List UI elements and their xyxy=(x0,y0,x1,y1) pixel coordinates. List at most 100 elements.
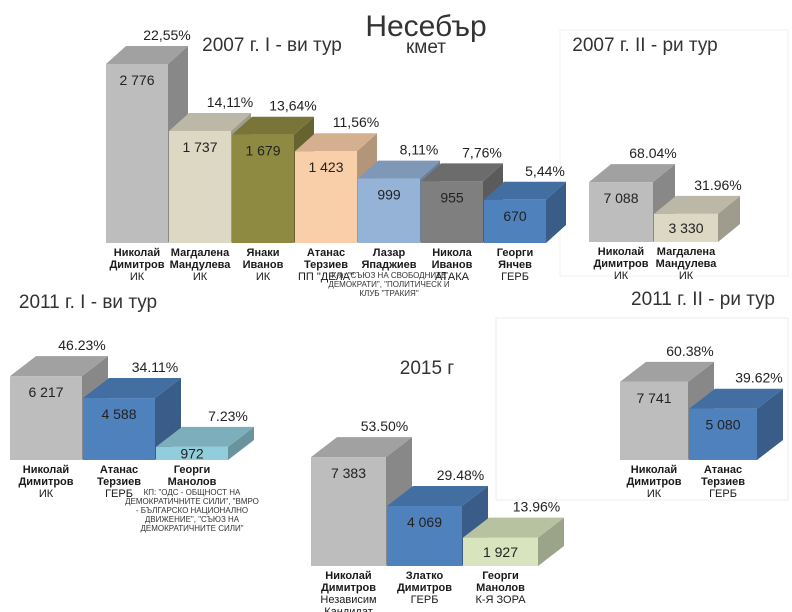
bar-value-label: 972 xyxy=(180,445,204,461)
party-note-label: ДВИЖЕНИЕ", "СЪЮЗ НА xyxy=(145,515,240,524)
bar-top xyxy=(689,388,783,409)
party-label: ИК xyxy=(130,271,145,283)
bar-percent-label: 14,11% xyxy=(207,94,253,110)
party-label: ПП "ДЕЛА" xyxy=(298,271,354,283)
bar-value-label: 5 080 xyxy=(705,417,740,433)
bar xyxy=(358,178,420,243)
bar-top xyxy=(106,45,188,64)
chart-title: 2007 г. I - ви тур xyxy=(202,35,342,56)
bar-value-label: 955 xyxy=(440,189,464,205)
category-label: Георги xyxy=(497,247,534,259)
bar-side xyxy=(718,195,740,242)
category-label: Димитров xyxy=(593,258,648,270)
bar-value-label: 2 776 xyxy=(119,72,154,88)
bar xyxy=(311,457,386,566)
category-label: Янаки xyxy=(247,247,280,259)
bar-top xyxy=(387,485,488,506)
bar xyxy=(484,199,546,243)
category-label: Иванов xyxy=(243,259,284,271)
category-label: Лазар xyxy=(373,247,406,259)
bar-percent-label: 8,11% xyxy=(400,142,439,158)
charts-layer: 2007 г. I - ви тур 2 77622,55%НиколайДими… xyxy=(10,27,783,612)
party-label: Кандидат xyxy=(324,606,373,612)
chart-title: 2011 г. II - ри тур xyxy=(631,289,775,310)
panel-frame-2011-round2 xyxy=(495,317,789,501)
bar-side xyxy=(538,517,564,566)
bar-percent-label: 29.48% xyxy=(437,467,484,483)
bar-top xyxy=(620,361,714,382)
category-label: Атанас xyxy=(307,247,345,259)
bar-top xyxy=(10,356,108,377)
bar xyxy=(156,446,228,460)
bar-top xyxy=(156,426,254,447)
bar-percent-label: 68.04% xyxy=(629,145,676,161)
party-label: ИК xyxy=(256,271,271,283)
bar-value-label: 4 069 xyxy=(407,514,442,530)
category-label: Манолов xyxy=(168,476,217,488)
category-label: Николай xyxy=(631,464,677,476)
bar xyxy=(421,181,483,243)
party-note-label: ДЕМОКРАТИЧНИТЕ СИЛИ" xyxy=(140,524,243,533)
bar-value-label: 4 588 xyxy=(101,406,136,422)
category-label: Николай xyxy=(598,246,644,258)
party-label: ИК xyxy=(679,270,694,282)
category-label: Златко xyxy=(406,570,444,582)
bar-value-label: 1 423 xyxy=(308,159,343,175)
bar-percent-label: 39.62% xyxy=(735,370,782,386)
bar-value-label: 670 xyxy=(503,208,527,224)
party-label: ИК xyxy=(647,488,662,500)
bar-percent-label: 46.23% xyxy=(58,337,105,353)
bar-percent-label: 13.96% xyxy=(513,499,560,515)
bar-value-label: 6 217 xyxy=(28,384,63,400)
party-label: ИК xyxy=(193,271,208,283)
party-label: К-Я ЗОРА xyxy=(475,594,526,606)
bar-percent-label: 53.50% xyxy=(361,418,408,434)
chart-c2015: 2015 г7 38353.50%НиколайДимитровНезависи… xyxy=(311,358,564,612)
bar-value-label: 1 927 xyxy=(483,544,518,560)
category-label: Магдалена xyxy=(171,247,230,259)
party-label: ИК xyxy=(614,270,629,282)
bar-value-label: 7 741 xyxy=(636,390,671,406)
party-label: ИК xyxy=(39,488,54,500)
bar-percent-label: 11,56% xyxy=(333,114,379,130)
bar-percent-label: 60.38% xyxy=(666,343,713,359)
category-label: Георги xyxy=(174,464,211,476)
party-note-label: К-я: "СЪЮЗ НА СВОБОДНИТЕ xyxy=(332,271,447,280)
bar-top xyxy=(463,517,564,538)
bar xyxy=(589,182,653,242)
party-note-label: КП: "ОДС - ОБЩНОСТ НА xyxy=(144,488,241,497)
category-label: Янчев xyxy=(498,259,532,271)
bar xyxy=(106,63,168,244)
bar xyxy=(295,151,357,243)
chart-c2011r1: 2011 г. I - ви тур 6 217 46.23% НиколайДими… xyxy=(10,292,259,533)
category-label: Никола xyxy=(432,247,472,259)
main-subtitle: кмет xyxy=(406,37,446,58)
panel-frames xyxy=(495,29,789,501)
category-label: Георги xyxy=(482,570,519,582)
bar-top xyxy=(589,164,675,183)
bar-top xyxy=(311,437,412,458)
party-label: ГЕРБ xyxy=(411,594,439,606)
party-note-label: КЛУБ "ТРАКИЯ" xyxy=(359,289,419,298)
bar-percent-label: 5,44% xyxy=(525,163,565,179)
chart-c2007r2: 2007 г. II - ри тур 7 088 68.04% НиколайДим… xyxy=(572,35,741,282)
bar-top xyxy=(169,112,251,131)
chart-c2007r1: 2007 г. I - ви тур 2 776 22,55% НиколайДими… xyxy=(106,27,566,298)
chart-title: 2011 г. I - ви тур xyxy=(19,292,157,313)
category-label: Димитров xyxy=(109,259,164,271)
party-label: АТАКА xyxy=(435,271,470,283)
chart-c2011r2: 2011 г. II - ри тур 7 741 60.38% НиколайДим… xyxy=(620,289,783,500)
bar-percent-label: 7.23% xyxy=(208,408,248,424)
bar-top xyxy=(232,116,314,135)
bar xyxy=(169,130,231,243)
bar-top xyxy=(83,378,181,399)
